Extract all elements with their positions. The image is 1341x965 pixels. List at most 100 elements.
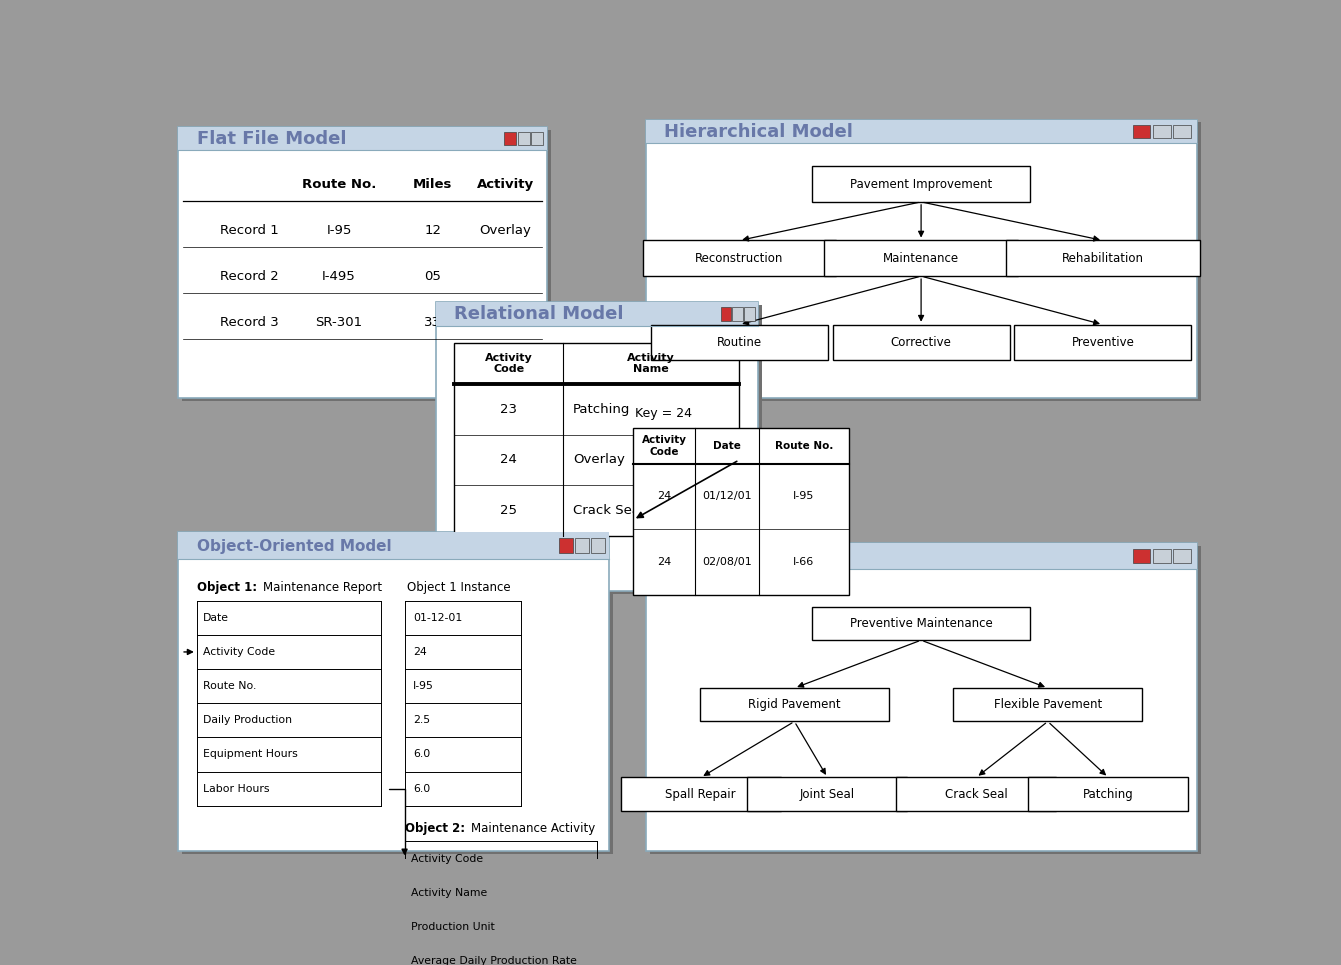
Text: Record 2: Record 2 [220,270,279,283]
FancyBboxPatch shape [178,127,547,150]
Text: 12: 12 [424,224,441,236]
FancyBboxPatch shape [825,240,1018,276]
Text: 24: 24 [657,557,670,567]
Text: Object 1 Instance: Object 1 Instance [406,581,511,593]
FancyBboxPatch shape [1029,778,1188,811]
Text: 02/08/01: 02/08/01 [701,557,751,567]
FancyBboxPatch shape [1133,549,1151,564]
Text: 25: 25 [500,504,518,517]
FancyBboxPatch shape [833,324,1010,360]
Text: Route No.: Route No. [202,681,256,691]
Text: Rigid Pavement: Rigid Pavement [748,699,841,711]
Text: Patching: Patching [573,403,630,416]
Text: Activity
Code: Activity Code [641,435,687,456]
Text: Corrective: Corrective [890,336,952,349]
FancyBboxPatch shape [182,130,551,401]
FancyBboxPatch shape [813,607,1030,640]
FancyBboxPatch shape [650,324,827,360]
FancyBboxPatch shape [813,166,1030,202]
Text: Maintenance Activity: Maintenance Activity [471,821,595,835]
FancyBboxPatch shape [455,343,739,536]
Text: Route No.: Route No. [775,441,833,451]
Text: Date: Date [713,441,740,451]
FancyBboxPatch shape [1173,549,1191,564]
FancyBboxPatch shape [700,688,889,722]
Text: Labor Hours: Labor Hours [202,784,270,793]
FancyBboxPatch shape [436,301,758,326]
Text: Joint Seal: Joint Seal [799,787,856,801]
Text: Overlay: Overlay [480,224,531,236]
FancyBboxPatch shape [953,688,1143,722]
Text: 01-12-01: 01-12-01 [413,613,463,622]
Text: Route No.: Route No. [302,178,377,191]
FancyBboxPatch shape [642,240,835,276]
FancyBboxPatch shape [646,120,1196,399]
Text: I-95: I-95 [326,224,351,236]
Text: I-495: I-495 [322,270,355,283]
Text: 6.0: 6.0 [413,784,430,793]
FancyBboxPatch shape [633,427,849,595]
Text: Network Model: Network Model [664,548,818,565]
Text: Rehabilitation: Rehabilitation [1062,252,1144,264]
FancyBboxPatch shape [178,532,609,559]
Text: Crack Sealing: Crack Sealing [573,504,665,517]
FancyBboxPatch shape [896,778,1057,811]
FancyBboxPatch shape [436,301,758,592]
FancyBboxPatch shape [504,132,516,145]
Text: Object 2:: Object 2: [405,821,465,835]
Text: Preventive Maintenance: Preventive Maintenance [850,617,992,630]
Text: Production Unit: Production Unit [410,922,495,932]
Text: Activity
Code: Activity Code [484,352,532,374]
FancyBboxPatch shape [518,132,530,145]
FancyBboxPatch shape [1153,124,1171,138]
FancyBboxPatch shape [591,538,605,553]
Text: I-66: I-66 [794,557,814,567]
FancyBboxPatch shape [559,538,573,553]
Text: 6.0: 6.0 [413,750,430,759]
FancyBboxPatch shape [650,546,1200,854]
Text: Miles: Miles [413,178,452,191]
FancyBboxPatch shape [575,538,589,553]
Text: SR-301: SR-301 [315,316,362,329]
FancyBboxPatch shape [650,123,1200,401]
Text: 24: 24 [413,647,426,657]
Text: Activity: Activity [477,178,534,191]
Text: Flexible Pavement: Flexible Pavement [994,699,1102,711]
FancyBboxPatch shape [621,778,780,811]
Text: Activity Name: Activity Name [410,888,487,897]
Text: Record 1: Record 1 [220,224,279,236]
Text: Record 3: Record 3 [220,316,279,329]
FancyBboxPatch shape [1006,240,1199,276]
Text: Maintenance Report: Maintenance Report [263,581,382,593]
FancyBboxPatch shape [1153,549,1171,564]
Text: 2.5: 2.5 [413,715,430,726]
Text: 01/12/01: 01/12/01 [701,491,751,502]
FancyBboxPatch shape [720,307,731,320]
FancyBboxPatch shape [1133,124,1151,138]
Text: I-95: I-95 [413,681,433,691]
Text: Key = 24: Key = 24 [636,406,692,420]
Text: Activity Code: Activity Code [202,647,275,657]
Text: Activity
Name: Activity Name [628,352,675,374]
Text: Maintenance: Maintenance [882,252,959,264]
Text: Object 1:: Object 1: [197,581,257,593]
Text: Daily Production: Daily Production [202,715,292,726]
Text: Patching: Patching [1084,787,1133,801]
Text: 33: 33 [424,316,441,329]
Text: Average Daily Production Rate: Average Daily Production Rate [410,956,577,965]
Text: 24: 24 [500,454,518,466]
FancyBboxPatch shape [440,305,762,594]
FancyBboxPatch shape [744,307,755,320]
Text: 24: 24 [657,491,670,502]
Text: 05: 05 [424,270,441,283]
Text: Flat File Model: Flat File Model [197,130,346,148]
FancyBboxPatch shape [1014,324,1191,360]
Text: Activity Code: Activity Code [410,853,483,864]
Text: Equipment Hours: Equipment Hours [202,750,298,759]
FancyBboxPatch shape [747,778,908,811]
FancyBboxPatch shape [646,543,1196,851]
FancyBboxPatch shape [732,307,743,320]
FancyBboxPatch shape [178,532,609,851]
FancyBboxPatch shape [646,543,1196,569]
Text: Relational Model: Relational Model [455,305,624,323]
